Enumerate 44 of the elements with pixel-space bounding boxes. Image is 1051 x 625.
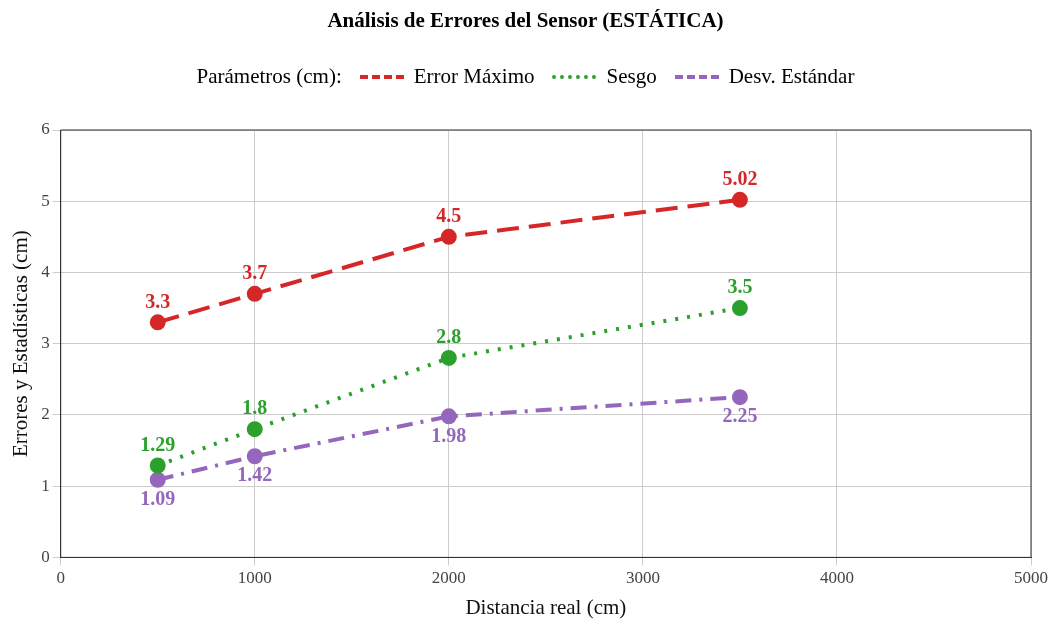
legend-label: Sesgo bbox=[606, 64, 657, 89]
data-label: 5.02 bbox=[722, 166, 758, 189]
legend-label: Error Máximo bbox=[413, 64, 535, 89]
data-label: 2.25 bbox=[722, 404, 758, 427]
x-tick-label: 1000 bbox=[237, 568, 272, 588]
point bbox=[731, 191, 748, 208]
point bbox=[246, 421, 263, 438]
y-tick-label: 6 bbox=[41, 119, 50, 139]
y-tick-label: 1 bbox=[41, 475, 50, 495]
point bbox=[149, 471, 166, 488]
point bbox=[731, 300, 748, 317]
point bbox=[149, 314, 166, 331]
point bbox=[246, 285, 263, 302]
data-label: 1.29 bbox=[140, 432, 176, 455]
y-tick-label: 5 bbox=[41, 190, 50, 210]
y-tick-label: 0 bbox=[41, 546, 50, 566]
data-label: 3.7 bbox=[242, 261, 268, 284]
x-tick-label: 2000 bbox=[431, 568, 466, 588]
data-label: 1.09 bbox=[140, 486, 176, 509]
data-label: 1.8 bbox=[242, 396, 268, 419]
x-tick-label: 5000 bbox=[1014, 568, 1048, 588]
y-axis-title: Errores y Estadísticas (cm) bbox=[8, 230, 33, 458]
x-tick-label: 0 bbox=[56, 568, 65, 588]
x-tick-label: 3000 bbox=[625, 568, 660, 588]
point bbox=[731, 389, 748, 406]
x-tick-label: 4000 bbox=[819, 568, 854, 588]
point bbox=[440, 408, 457, 425]
y-tick-label: 2 bbox=[41, 404, 50, 424]
point bbox=[246, 448, 263, 465]
chart-title: Análisis de Errores del Sensor (ESTÁTICA) bbox=[326, 8, 725, 33]
y-tick-label: 3 bbox=[41, 333, 50, 353]
data-label: 4.5 bbox=[436, 204, 462, 227]
data-label: 1.98 bbox=[431, 423, 467, 446]
data-label: 3.3 bbox=[145, 289, 171, 312]
point bbox=[149, 457, 166, 474]
point bbox=[440, 228, 457, 245]
data-label: 1.42 bbox=[237, 463, 273, 486]
legend-title: Parámetros (cm): bbox=[196, 64, 342, 89]
point bbox=[440, 349, 457, 366]
y-tick-label: 4 bbox=[41, 261, 51, 281]
data-label: 2.8 bbox=[436, 325, 462, 348]
data-label: 3.5 bbox=[727, 275, 753, 298]
legend-label: Desv. Estándar bbox=[728, 64, 855, 89]
x-axis-title: Distancia real (cm) bbox=[465, 594, 627, 619]
